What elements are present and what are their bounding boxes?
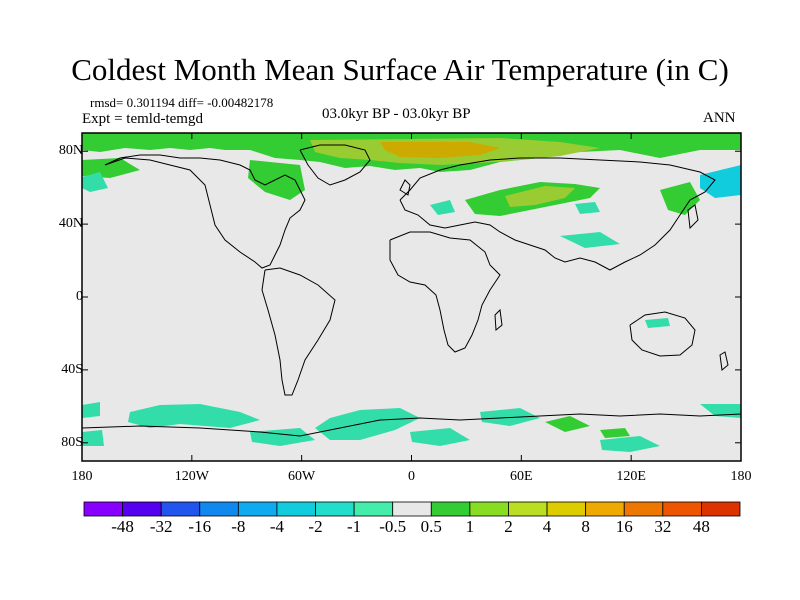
colorbar-label: 32 <box>654 517 672 536</box>
kamchatka-cool-fill <box>700 165 741 198</box>
colorbar-label: 2 <box>504 517 513 536</box>
x-tick-label: 120E <box>616 469 646 484</box>
colorbar-label: -8 <box>231 517 246 536</box>
southern-ocean-fill-7 <box>600 436 660 452</box>
x-tick-label: 0 <box>408 469 415 484</box>
southern-ocean-fill-4 <box>315 408 420 440</box>
chart-title: Coldest Month Mean Surface Air Temperatu… <box>71 52 729 87</box>
x-tick-label: 60E <box>510 469 533 484</box>
colorbar-label: 48 <box>692 517 710 536</box>
x-tick-label: 60W <box>288 469 316 484</box>
antarctica-coast <box>82 413 741 437</box>
y-tick-label: 80S <box>61 434 83 450</box>
colorbar-label: -32 <box>149 517 173 536</box>
y-tick-label: 80N <box>58 143 83 159</box>
stats-label: rmsd= 0.301194 diff= -0.00482178 <box>90 95 274 110</box>
east-siberia-warm-fill <box>660 182 700 215</box>
colorbar-label: 0.5 <box>420 517 442 536</box>
arctic-peak-fill <box>380 142 500 158</box>
colorbar-label: 1 <box>465 517 475 536</box>
colorbar-label: -4 <box>269 517 285 536</box>
asia-cool-fill-2 <box>560 232 620 248</box>
southern-ocean-fill-5 <box>410 428 470 446</box>
greenland-coast <box>299 144 371 186</box>
x-tick-label: 180 <box>71 469 93 484</box>
hudson-warm-fill <box>248 160 305 200</box>
south-america-coast <box>261 267 336 396</box>
period-label: 03.0kyr BP - 03.0kyr BP <box>322 106 471 122</box>
australia-cool-fill <box>645 318 670 328</box>
antarctic-warm-fill-2 <box>600 428 630 438</box>
colorbar-label: -1 <box>347 517 362 536</box>
asia-cool-fill-1 <box>575 202 600 214</box>
atlantic-cool-fill <box>430 200 455 215</box>
north-america-coast <box>104 154 306 269</box>
southern-ocean-fill-1 <box>82 402 100 418</box>
coastlines <box>82 144 741 437</box>
eurasia-coast <box>399 157 716 271</box>
y-tick-label: 40S <box>61 361 83 377</box>
colorbar-label: 8 <box>581 517 590 536</box>
colorbar-label: 16 <box>615 517 633 536</box>
axis-ticks <box>81 133 742 461</box>
uk-coast <box>399 179 411 196</box>
colorbar-label: -0.5 <box>379 517 407 536</box>
y-tick-label: 40N <box>58 216 83 232</box>
madagascar-coast <box>494 308 503 332</box>
antarctic-warm-fill-1 <box>545 416 590 432</box>
southern-ocean-fill-9 <box>82 430 104 446</box>
expt-label: Expt = temld-temgd <box>82 111 203 127</box>
x-tick-label: 180 <box>730 469 752 484</box>
new-zealand-coast <box>719 351 729 371</box>
southern-ocean-fill-2 <box>128 404 260 428</box>
colorbar-label: -2 <box>308 517 323 536</box>
north-pacific-cool-fill <box>82 172 108 192</box>
colorbar-label: 4 <box>542 517 552 536</box>
japan-coast <box>687 204 699 230</box>
colorbar-label: -16 <box>188 517 212 536</box>
season-label: ANN <box>703 110 736 126</box>
x-tick-label: 120W <box>174 469 209 484</box>
colorbar-label: -48 <box>111 517 134 536</box>
y-tick-label: 0 <box>76 289 83 304</box>
siberia-core-fill <box>505 186 575 207</box>
australia-coast <box>629 311 696 357</box>
africa-coast <box>389 231 501 353</box>
